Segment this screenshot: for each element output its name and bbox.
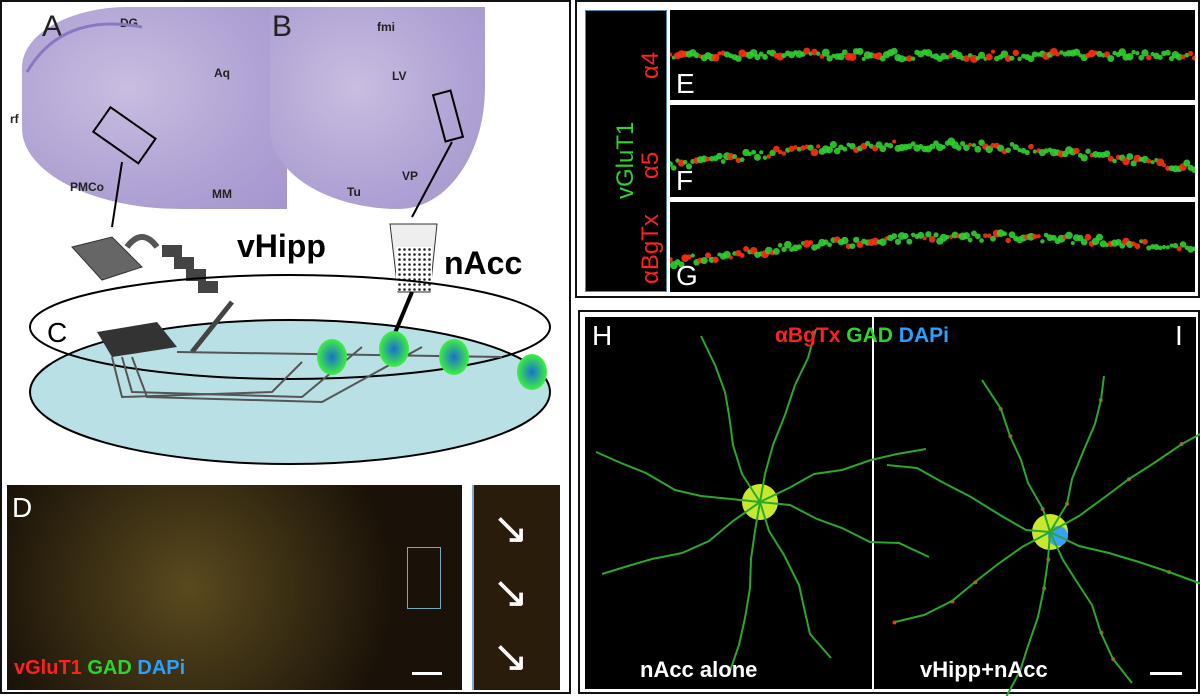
scale-bar [1150, 672, 1182, 675]
label-abgtx: αBgTx [637, 214, 665, 284]
panel-f-micrograph: F [670, 105, 1195, 197]
caption-h: nAcc alone [640, 657, 757, 683]
stain-vglut1: vGluT1 [14, 657, 82, 679]
label-a4: α4 [637, 52, 665, 79]
panel-g-micrograph: G [670, 202, 1195, 292]
stain-gad: GAD [87, 657, 131, 679]
panel-d-stain-legend: vGluT1 GAD DAPi [14, 657, 185, 680]
stain-dapi: DAPi [137, 657, 185, 679]
panels-hi-group: H I αBgTx GAD DAPi nAcc alone vHipp+nAcc [578, 310, 1200, 694]
schematic-culture-diagram: vHipp nAcc C [2, 2, 573, 482]
neuron-cell-icon [517, 354, 547, 390]
panel-c-letter: C [47, 317, 67, 348]
scale-bar [412, 672, 442, 675]
panels-efg-group: αBgTx vGluT1 α5 α4 E F G [575, 0, 1200, 298]
panel-e-micrograph: E [670, 10, 1195, 100]
label-vglut1: vGluT1 [612, 122, 640, 199]
panel-hi-stain-legend: αBgTx GAD DAPi [775, 324, 949, 348]
neuron-cell-icon [439, 339, 469, 375]
label-a5: α5 [637, 152, 665, 179]
panel-d-letter: D [12, 492, 32, 524]
panel-i-letter: I [1175, 320, 1183, 352]
inset-arrows: ↘↘↘ [492, 497, 529, 689]
nacc-label: nAcc [444, 245, 522, 281]
panel-h-letter: H [592, 320, 612, 352]
neuron-drawings [580, 312, 1200, 696]
caption-i: vHipp+nAcc [920, 657, 1048, 683]
neuron-cell-icon [317, 339, 347, 375]
panel-g-letter: G [676, 260, 698, 292]
stain-dapi: DAPi [899, 324, 949, 347]
panel-e-letter: E [676, 68, 695, 100]
panel-f-letter: F [676, 165, 693, 197]
stain-gad: GAD [846, 324, 893, 347]
neuron-cell-icon [379, 331, 409, 367]
stain-abgtx: αBgTx [775, 324, 840, 347]
left-panel-group: A DG Aq rf PMCo MM B fmi LV Tu VP vHipp … [0, 0, 571, 694]
panel-d-inset-box [407, 547, 441, 609]
vhipp-label: vHipp [237, 228, 326, 264]
